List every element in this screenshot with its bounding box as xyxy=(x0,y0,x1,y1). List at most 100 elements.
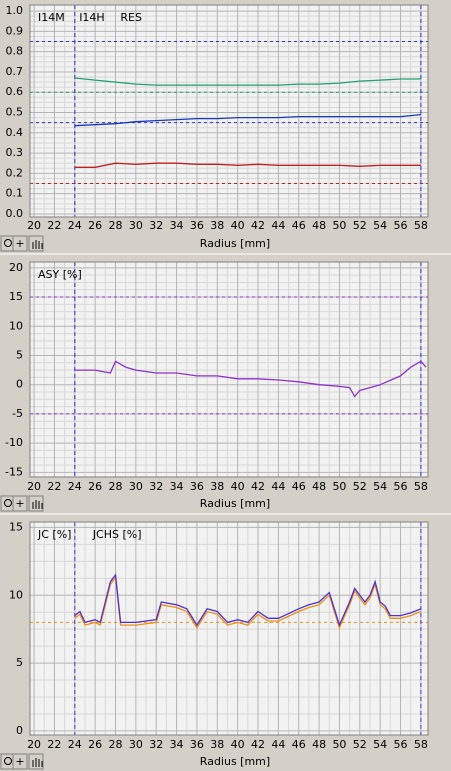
y-tick-label: 0.3 xyxy=(6,146,24,159)
x-tick-label: 52 xyxy=(353,480,367,493)
plot-frame xyxy=(29,521,429,736)
toolbar-icon: + xyxy=(15,755,24,768)
y-tick-label: 0.6 xyxy=(6,85,24,98)
x-tick-label: 26 xyxy=(88,738,102,751)
x-tick-label: 32 xyxy=(149,219,163,232)
y-tick-label: 0.1 xyxy=(6,187,24,200)
x-tick-label: 28 xyxy=(109,738,123,751)
toolbar-icon xyxy=(4,499,12,507)
x-tick-label: 52 xyxy=(353,219,367,232)
x-tick-label: 38 xyxy=(210,480,224,493)
legend-label: JC [%] xyxy=(37,528,71,541)
x-tick-label: 32 xyxy=(149,480,163,493)
legend-label: RES xyxy=(120,11,142,24)
toolbar-icon xyxy=(4,239,12,247)
x-tick-label: 58 xyxy=(414,480,428,493)
x-tick-label: 40 xyxy=(231,219,245,232)
toolbar-icon xyxy=(32,500,43,509)
data-line xyxy=(74,162,421,168)
x-tick-label: 40 xyxy=(231,480,245,493)
toolbar-button-crosshair[interactable] xyxy=(12,753,28,770)
plot-frame xyxy=(29,261,429,478)
y-tick-label: 15 xyxy=(9,290,23,303)
x-tick-label: 22 xyxy=(47,738,61,751)
plot-area xyxy=(29,521,429,736)
y-tick-label: 1.0 xyxy=(6,4,24,17)
x-tick-label: 50 xyxy=(332,738,346,751)
y-tick-label: 0.8 xyxy=(6,45,24,58)
x-tick-label: 38 xyxy=(210,219,224,232)
x-tick-label: 36 xyxy=(190,219,204,232)
x-tick-label: 46 xyxy=(292,738,306,751)
x-tick-label: 28 xyxy=(109,219,123,232)
y-tick-label: 0.7 xyxy=(6,65,24,78)
x-tick-label: 58 xyxy=(414,738,428,751)
x-tick-label: 20 xyxy=(27,480,41,493)
x-tick-label: 30 xyxy=(129,219,143,232)
toolbar-icon xyxy=(32,240,43,249)
data-line xyxy=(74,113,421,127)
x-tick-label: 34 xyxy=(170,480,184,493)
x-tick-label: 54 xyxy=(373,480,387,493)
x-tick-label: 20 xyxy=(27,219,41,232)
toolbar-icon: + xyxy=(15,497,24,510)
x-tick-label: 42 xyxy=(251,219,265,232)
y-tick-label: 20 xyxy=(9,261,23,274)
legend-label: JCHS [%] xyxy=(92,528,142,541)
x-tick-label: 48 xyxy=(312,738,326,751)
x-tick-label: 26 xyxy=(88,219,102,232)
x-tick-label: 54 xyxy=(373,738,387,751)
y-tick-label: 10 xyxy=(9,588,23,601)
y-tick-label: -15 xyxy=(5,465,23,478)
x-tick-label: 42 xyxy=(251,738,265,751)
toolbar-icon xyxy=(4,757,12,765)
x-tick-label: 48 xyxy=(312,219,326,232)
x-tick-label: 34 xyxy=(170,738,184,751)
x-tick-label: 32 xyxy=(149,738,163,751)
x-tick-label: 42 xyxy=(251,480,265,493)
y-tick-label: 5 xyxy=(16,348,23,361)
data-line xyxy=(74,575,422,630)
x-axis-label: Radius [mm] xyxy=(200,237,270,250)
x-tick-label: 54 xyxy=(373,219,387,232)
legend-label: I14M xyxy=(38,11,65,24)
data-line xyxy=(74,360,427,398)
data-line xyxy=(74,77,421,86)
x-tick-label: 44 xyxy=(271,219,285,232)
x-tick-label: 50 xyxy=(332,219,346,232)
y-tick-label: 0.2 xyxy=(6,166,24,179)
x-tick-label: 46 xyxy=(292,219,306,232)
plot-area xyxy=(29,261,429,478)
x-tick-label: 56 xyxy=(394,219,408,232)
y-tick-label: 0.0 xyxy=(6,207,24,220)
x-tick-label: 58 xyxy=(414,219,428,232)
x-tick-label: 38 xyxy=(210,738,224,751)
x-tick-label: 44 xyxy=(271,738,285,751)
x-tick-label: 56 xyxy=(394,480,408,493)
y-tick-label: 10 xyxy=(9,319,23,332)
toolbar-button-crosshair[interactable] xyxy=(12,235,28,252)
toolbar-icon: + xyxy=(15,237,24,250)
y-tick-label: 5 xyxy=(16,656,23,669)
y-tick-label: 15 xyxy=(9,520,23,533)
x-tick-label: 52 xyxy=(353,738,367,751)
y-tick-label: -5 xyxy=(12,407,23,420)
x-tick-label: 34 xyxy=(170,219,184,232)
y-tick-label: 0 xyxy=(16,724,23,737)
x-tick-label: 26 xyxy=(88,480,102,493)
x-tick-label: 36 xyxy=(190,738,204,751)
x-tick-label: 24 xyxy=(68,738,82,751)
x-tick-label: 56 xyxy=(394,738,408,751)
x-tick-label: 50 xyxy=(332,480,346,493)
toolbar-button-crosshair[interactable] xyxy=(12,495,28,512)
toolbar-icon xyxy=(32,758,43,767)
x-axis-label: Radius [mm] xyxy=(200,755,270,768)
legend-label: ASY [%] xyxy=(38,268,82,281)
y-tick-label: 0.4 xyxy=(6,126,24,139)
x-tick-label: 24 xyxy=(68,219,82,232)
data-line xyxy=(74,573,422,627)
x-tick-label: 20 xyxy=(27,738,41,751)
plot-frame xyxy=(29,4,429,218)
y-tick-label: 0.9 xyxy=(6,24,24,37)
